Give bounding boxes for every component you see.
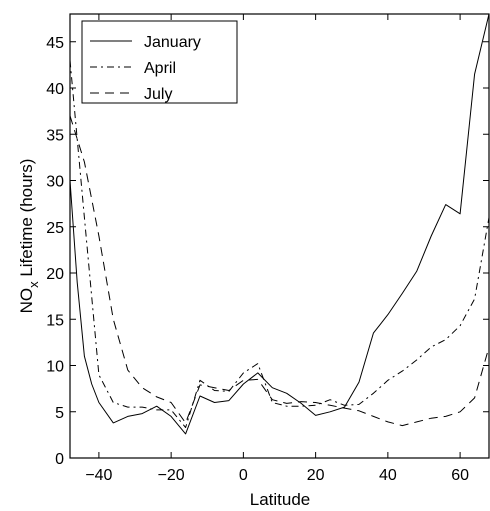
series-line-january [70, 14, 489, 435]
legend-label-april: April [144, 60, 176, 77]
y-tick-label: 35 [46, 127, 64, 144]
y-axis-title-main: NO [17, 288, 36, 314]
legend-box [81, 20, 238, 104]
y-tick-label: 0 [55, 451, 64, 468]
y-tick-label: 45 [46, 35, 64, 52]
y-tick-label: 30 [46, 174, 64, 191]
y-tick-label: 15 [46, 312, 64, 329]
x-axis-title: Latitude [250, 490, 311, 509]
x-tick-label: 60 [451, 467, 469, 484]
x-tick-label: −40 [85, 467, 112, 484]
y-tick-label: 10 [46, 359, 64, 376]
axis-ticks: −40 −20 0 20 40 60 0 5 10 15 20 25 30 35 40 45 [46, 14, 489, 484]
y-axis-title-rest: Lifetime (hours) [17, 159, 36, 282]
x-tick-label: 0 [239, 467, 248, 484]
series-line-april [70, 60, 489, 428]
chart-legend: January April July [81, 20, 238, 104]
y-tick-label: 20 [46, 266, 64, 283]
legend-label-january: January [144, 34, 201, 51]
y-tick-label: 5 [55, 405, 64, 422]
x-tick-label: 20 [307, 467, 325, 484]
y-axis-title-sub: x [26, 281, 41, 288]
legend-label-july: July [144, 86, 172, 103]
y-tick-label: 25 [46, 220, 64, 237]
plot-frame [69, 13, 490, 459]
x-tick-label: 40 [379, 467, 397, 484]
y-tick-label: 40 [46, 81, 64, 98]
series-lines [70, 14, 489, 435]
series-line-july [70, 115, 489, 427]
y-axis-title: NOx Lifetime (hours) [17, 159, 41, 314]
x-tick-label: −20 [158, 467, 185, 484]
